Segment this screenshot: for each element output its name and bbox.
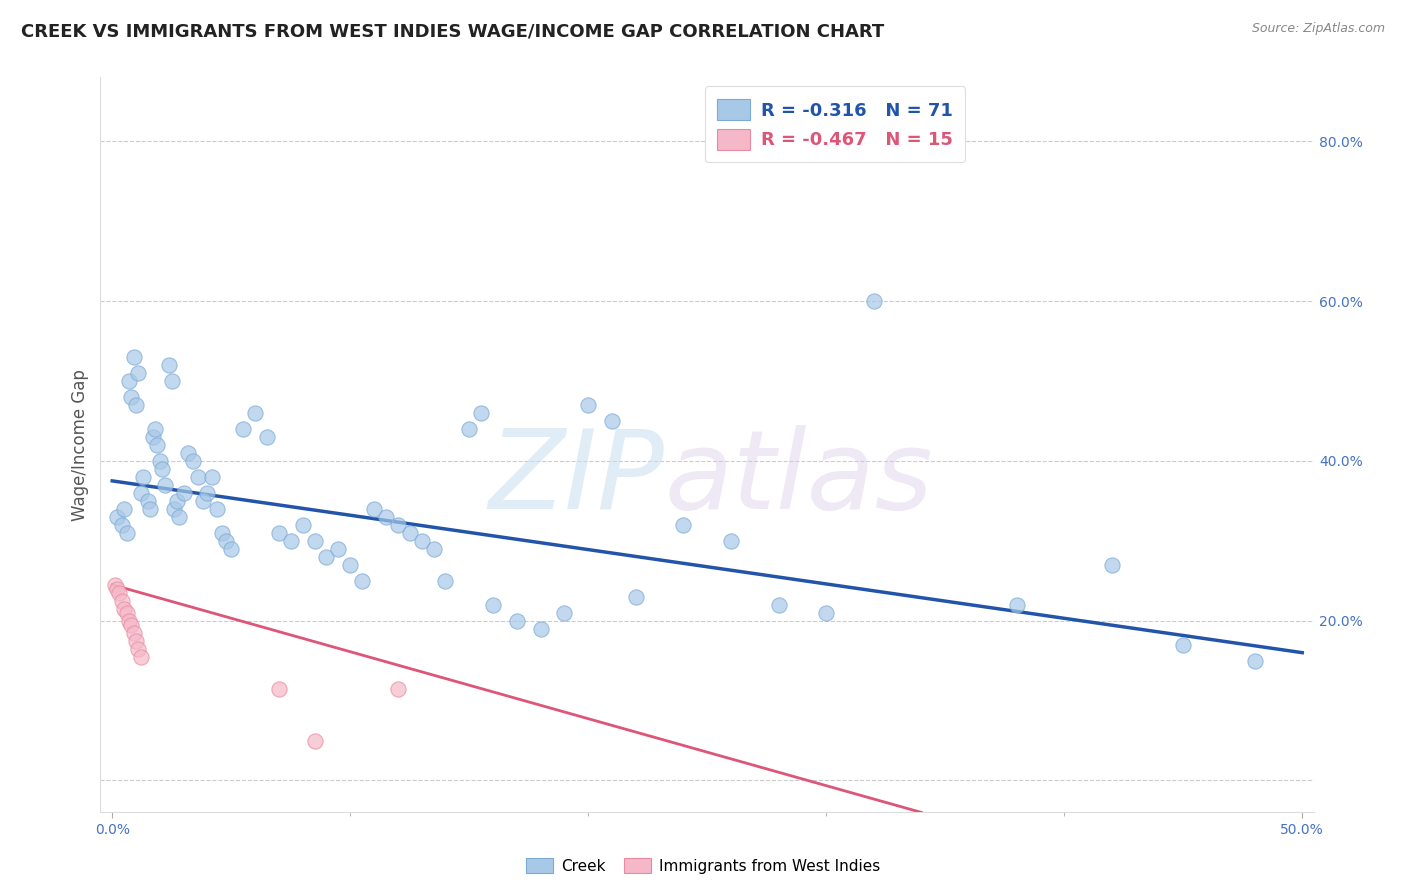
Point <box>149 454 172 468</box>
Point <box>167 509 190 524</box>
Point <box>375 509 398 524</box>
Point <box>108 586 131 600</box>
Point <box>191 494 214 508</box>
Point <box>142 430 165 444</box>
Point <box>122 625 145 640</box>
Point <box>187 470 209 484</box>
Point <box>166 494 188 508</box>
Point <box>112 601 135 615</box>
Point <box>115 606 138 620</box>
Point <box>458 422 481 436</box>
Legend: R = -0.316   N = 71, R = -0.467   N = 15: R = -0.316 N = 71, R = -0.467 N = 15 <box>704 87 966 162</box>
Point <box>398 525 420 540</box>
Point <box>197 486 219 500</box>
Point <box>211 525 233 540</box>
Point <box>672 517 695 532</box>
Point <box>328 541 350 556</box>
Point <box>201 470 224 484</box>
Point <box>118 374 141 388</box>
Point <box>304 533 326 548</box>
Point <box>160 374 183 388</box>
Point <box>177 446 200 460</box>
Legend: Creek, Immigrants from West Indies: Creek, Immigrants from West Indies <box>520 852 886 880</box>
Point <box>111 517 134 532</box>
Text: ZIP: ZIP <box>489 425 665 532</box>
Point <box>125 398 148 412</box>
Point <box>181 454 204 468</box>
Point <box>136 494 159 508</box>
Point <box>112 501 135 516</box>
Point <box>232 422 254 436</box>
Point <box>470 406 492 420</box>
Point <box>434 574 457 588</box>
Point <box>422 541 444 556</box>
Point <box>146 438 169 452</box>
Point <box>1005 598 1028 612</box>
Point <box>127 641 149 656</box>
Point <box>1101 558 1123 572</box>
Point <box>553 606 575 620</box>
Point <box>105 509 128 524</box>
Point <box>129 649 152 664</box>
Point <box>815 606 838 620</box>
Text: Source: ZipAtlas.com: Source: ZipAtlas.com <box>1251 22 1385 36</box>
Point <box>768 598 790 612</box>
Point <box>506 614 529 628</box>
Point <box>120 617 142 632</box>
Point <box>215 533 238 548</box>
Point <box>243 406 266 420</box>
Text: CREEK VS IMMIGRANTS FROM WEST INDIES WAGE/INCOME GAP CORRELATION CHART: CREEK VS IMMIGRANTS FROM WEST INDIES WAG… <box>21 22 884 40</box>
Point <box>256 430 278 444</box>
Point <box>267 525 290 540</box>
Point <box>139 501 162 516</box>
Point <box>115 525 138 540</box>
Point <box>482 598 505 612</box>
Point <box>576 398 599 412</box>
Point <box>720 533 742 548</box>
Point <box>157 358 180 372</box>
Point <box>143 422 166 436</box>
Point <box>129 486 152 500</box>
Point <box>387 517 409 532</box>
Point <box>304 733 326 747</box>
Point <box>205 501 228 516</box>
Point <box>111 593 134 607</box>
Point <box>125 633 148 648</box>
Point <box>624 590 647 604</box>
Point <box>105 582 128 596</box>
Point <box>1243 654 1265 668</box>
Point <box>122 350 145 364</box>
Point <box>118 614 141 628</box>
Point <box>104 578 127 592</box>
Point <box>219 541 242 556</box>
Point <box>363 501 385 516</box>
Point <box>863 294 886 309</box>
Point <box>291 517 314 532</box>
Point <box>267 681 290 696</box>
Point <box>352 574 374 588</box>
Point <box>127 366 149 380</box>
Point <box>387 681 409 696</box>
Text: atlas: atlas <box>665 425 934 532</box>
Y-axis label: Wage/Income Gap: Wage/Income Gap <box>72 369 89 521</box>
Point <box>163 501 186 516</box>
Point <box>411 533 433 548</box>
Point <box>150 462 173 476</box>
Point <box>1173 638 1195 652</box>
Point <box>339 558 361 572</box>
Point <box>280 533 302 548</box>
Point <box>120 390 142 404</box>
Point <box>530 622 553 636</box>
Point <box>153 478 176 492</box>
Point <box>315 549 337 564</box>
Point <box>173 486 195 500</box>
Point <box>132 470 155 484</box>
Point <box>600 414 623 428</box>
